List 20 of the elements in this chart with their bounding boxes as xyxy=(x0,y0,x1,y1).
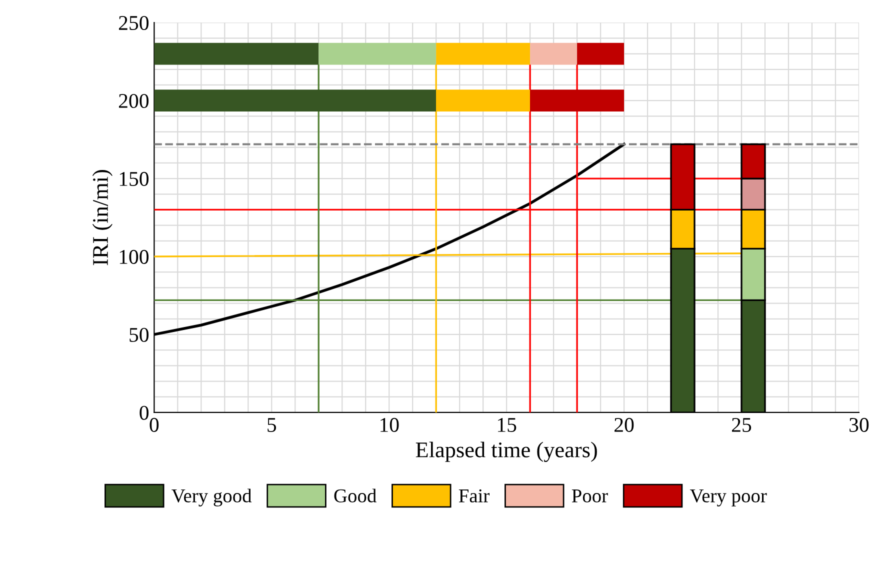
legend-label: Very poor xyxy=(690,489,767,506)
legend-label: Good xyxy=(334,488,376,502)
legend-label: Fair xyxy=(458,489,490,502)
x-tick-label: 15 xyxy=(498,418,516,432)
x-tick-label: 10 xyxy=(380,418,399,432)
legend-label: Poor xyxy=(572,489,608,502)
y-tick-label: 250 xyxy=(118,16,149,30)
x-tick-label: 25 xyxy=(732,418,752,432)
x-tick-label: 20 xyxy=(614,418,634,432)
y-tick-label: 150 xyxy=(120,172,149,186)
y-tick-label: 100 xyxy=(120,250,149,264)
y-axis-title: IRI (in/mi) xyxy=(92,170,113,266)
x-tick-label: 30 xyxy=(850,418,869,432)
y-tick-label: 50 xyxy=(130,328,149,342)
x-axis-title: Elapsed time (years) xyxy=(416,442,597,462)
y-tick-label: 0 xyxy=(140,406,149,420)
y-tick-label: 200 xyxy=(118,94,149,108)
x-tick-label: 5 xyxy=(268,418,276,432)
legend-label: Very good xyxy=(172,488,252,506)
x-tick-label: 0 xyxy=(150,418,159,432)
